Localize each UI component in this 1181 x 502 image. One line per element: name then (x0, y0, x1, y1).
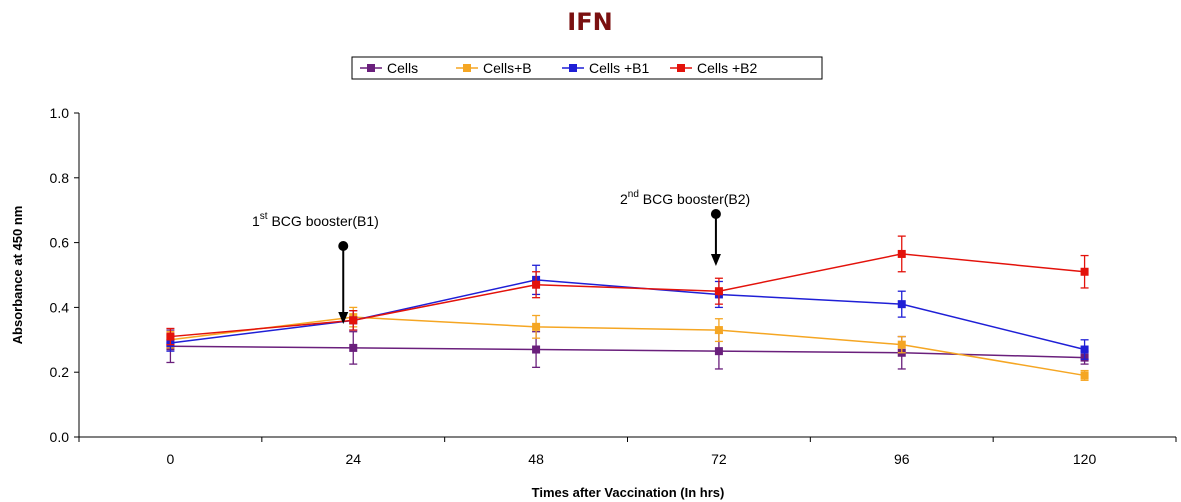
series-cells-b2 (166, 235, 1089, 346)
x-tick-label: 120 (1073, 451, 1097, 467)
data-point (897, 340, 906, 349)
legend-label: Cells +B1 (589, 60, 650, 76)
axes: 0.0 0.2 0.4 0.6 0.8 1.0 0 24 48 72 96 120 (50, 105, 1177, 467)
series-line (170, 279, 1085, 351)
booster-annotation: 2nd BCG booster(B2) (620, 189, 750, 266)
x-tick-label: 24 (345, 451, 361, 467)
annotation-label: 2nd BCG booster(B2) (620, 189, 750, 207)
x-axis-title: Times after Vaccination (In hrs) (532, 485, 725, 500)
x-tick-label: 96 (894, 451, 910, 467)
legend-label: Cells +B2 (697, 60, 758, 76)
x-tick-label: 48 (528, 451, 544, 467)
data-point (714, 326, 723, 335)
y-tick-label: 0.8 (50, 170, 70, 186)
data-point (349, 316, 358, 325)
data-point (714, 287, 723, 296)
legend-marker (463, 64, 471, 72)
booster-annotation: 1st BCG booster(B1) (252, 211, 379, 324)
legend-entry: Cells +B1 (562, 60, 650, 76)
y-axis-title: Absorbance at 450 nm (10, 206, 25, 345)
data-point (1080, 371, 1089, 380)
x-tick-label: 72 (711, 451, 727, 467)
legend-marker (677, 64, 685, 72)
series-cells-b (166, 306, 1089, 381)
annotation-label: 1st BCG booster(B1) (252, 211, 379, 229)
data-point (166, 332, 175, 341)
arrow-head (338, 312, 349, 324)
series-line (170, 316, 1085, 377)
data-point (349, 343, 358, 352)
series-cells-b1 (166, 264, 1089, 360)
series-layer (166, 235, 1089, 381)
data-point (1080, 267, 1089, 276)
x-tick-label: 0 (167, 451, 175, 467)
legend-entry: Cells+B (456, 60, 532, 76)
data-point (532, 345, 541, 354)
legend-box (351, 56, 823, 80)
y-tick-label: 0.6 (50, 235, 70, 251)
series-cells (166, 329, 1089, 370)
legend-marker (367, 64, 375, 72)
data-point (532, 280, 541, 289)
y-tick-label: 0.2 (50, 364, 70, 380)
legend-label: Cells (387, 60, 418, 76)
data-point (532, 322, 541, 331)
series-line (170, 345, 1085, 359)
annotation-layer: 1st BCG booster(B1) 2nd BCG booster(B2) (252, 189, 750, 324)
y-tick-label: 1.0 (50, 105, 70, 121)
legend-label: Cells+B (483, 60, 532, 76)
legend-entry: Cells +B2 (670, 60, 758, 76)
y-tick-label: 0.4 (50, 299, 70, 315)
data-point (897, 300, 906, 309)
data-point (1080, 345, 1089, 354)
y-tick-label: 0.0 (50, 429, 70, 445)
data-point (714, 347, 723, 356)
legend-marker (569, 64, 577, 72)
series-line (170, 253, 1085, 338)
legend: Cells Cells+B Cells +B1 Cells +B2 (351, 56, 823, 80)
data-point (897, 249, 906, 258)
arrow-head (710, 254, 721, 266)
chart-title: IFN (567, 8, 612, 36)
legend-entry: Cells (360, 60, 418, 76)
